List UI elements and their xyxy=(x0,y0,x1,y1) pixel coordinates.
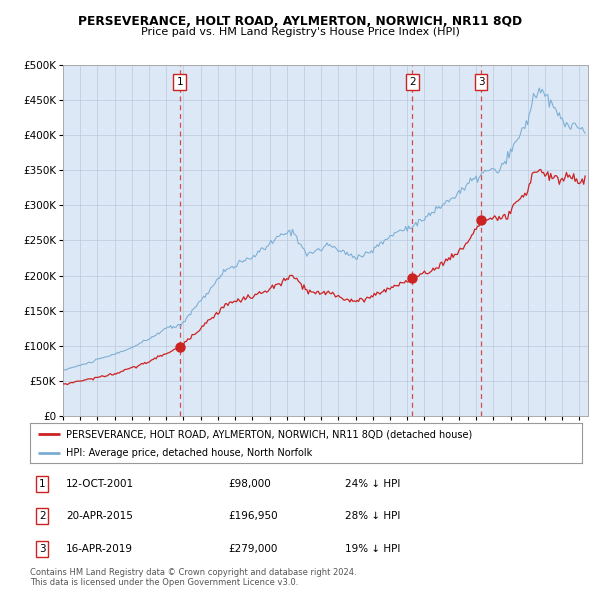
Text: Price paid vs. HM Land Registry's House Price Index (HPI): Price paid vs. HM Land Registry's House … xyxy=(140,27,460,37)
Text: 3: 3 xyxy=(478,77,484,87)
Text: 28% ↓ HPI: 28% ↓ HPI xyxy=(344,512,400,521)
Text: 3: 3 xyxy=(39,544,46,553)
Text: PERSEVERANCE, HOLT ROAD, AYLMERTON, NORWICH, NR11 8QD: PERSEVERANCE, HOLT ROAD, AYLMERTON, NORW… xyxy=(78,15,522,28)
Text: 24% ↓ HPI: 24% ↓ HPI xyxy=(344,479,400,489)
Text: 2: 2 xyxy=(39,512,46,521)
Text: 20-APR-2015: 20-APR-2015 xyxy=(66,512,133,521)
Text: £98,000: £98,000 xyxy=(229,479,271,489)
Text: PERSEVERANCE, HOLT ROAD, AYLMERTON, NORWICH, NR11 8QD (detached house): PERSEVERANCE, HOLT ROAD, AYLMERTON, NORW… xyxy=(66,430,472,440)
Text: £196,950: £196,950 xyxy=(229,512,278,521)
Text: 16-APR-2019: 16-APR-2019 xyxy=(66,544,133,553)
Text: Contains HM Land Registry data © Crown copyright and database right 2024.: Contains HM Land Registry data © Crown c… xyxy=(30,568,356,576)
Text: 19% ↓ HPI: 19% ↓ HPI xyxy=(344,544,400,553)
Text: £279,000: £279,000 xyxy=(229,544,278,553)
Text: 1: 1 xyxy=(176,77,183,87)
Text: HPI: Average price, detached house, North Norfolk: HPI: Average price, detached house, Nort… xyxy=(66,448,312,458)
Text: This data is licensed under the Open Government Licence v3.0.: This data is licensed under the Open Gov… xyxy=(30,578,298,587)
Text: 12-OCT-2001: 12-OCT-2001 xyxy=(66,479,134,489)
Text: 1: 1 xyxy=(39,479,46,489)
Text: 2: 2 xyxy=(409,77,416,87)
